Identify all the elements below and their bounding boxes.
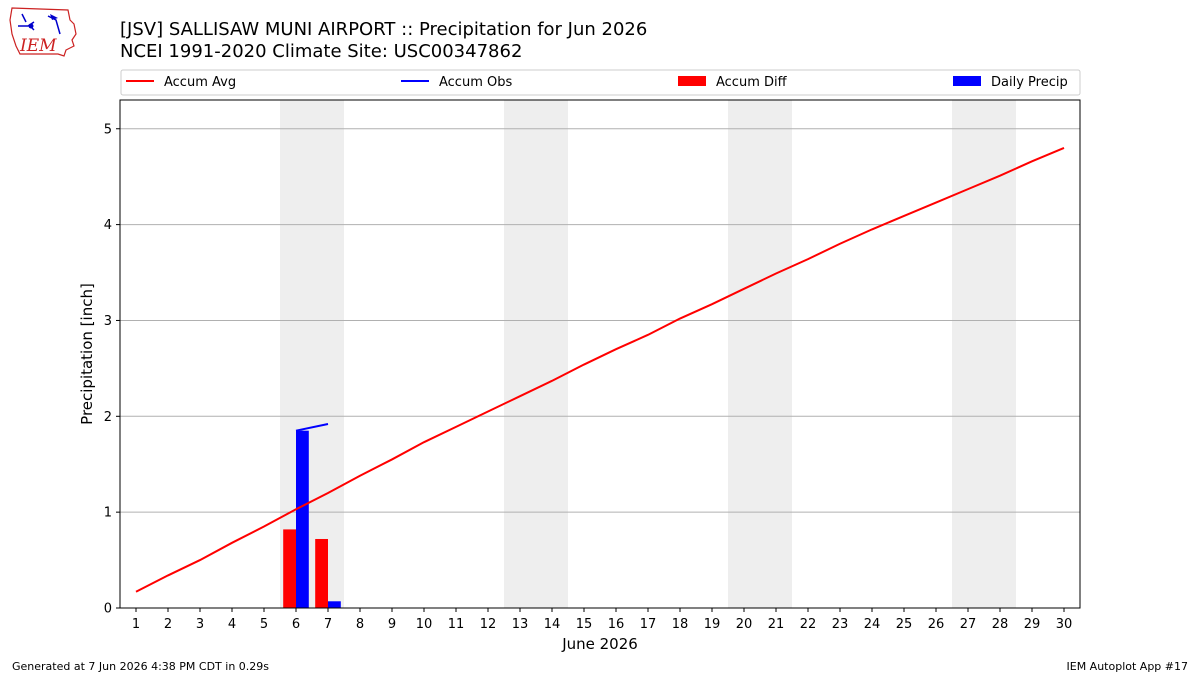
x-tick-label-25: 25 — [896, 617, 913, 632]
x-tick-label-23: 23 — [832, 617, 849, 632]
weekend-band-1 — [280, 100, 344, 608]
footer-generated: Generated at 7 Jun 2026 4:38 PM CDT in 0… — [12, 660, 269, 673]
x-tick-label-18: 18 — [672, 617, 689, 632]
bar-daily-precip-day-7 — [328, 601, 341, 608]
chart-title: [JSV] SALLISAW MUNI AIRPORT :: Precipita… — [120, 19, 647, 40]
weekend-shading — [280, 100, 1016, 608]
x-tick-label-28: 28 — [992, 617, 1009, 632]
x-tick-label-16: 16 — [608, 617, 625, 632]
x-tick-label-17: 17 — [640, 617, 657, 632]
legend-label-daily-precip: Daily Precip — [991, 75, 1068, 90]
y-tick-label-5: 5 — [104, 122, 112, 137]
x-tick-label-29: 29 — [1024, 617, 1041, 632]
x-tick-label-2: 2 — [164, 617, 172, 632]
x-tick-label-19: 19 — [704, 617, 721, 632]
x-tick-label-11: 11 — [448, 617, 465, 632]
x-tick-label-6: 6 — [292, 617, 300, 632]
chart-subtitle: NCEI 1991-2020 Climate Site: USC00347862 — [120, 41, 522, 62]
y-tick-label-3: 3 — [104, 314, 112, 329]
legend-swatch-daily-precip — [953, 76, 981, 86]
weekend-band-2 — [504, 100, 568, 608]
x-tick-label-24: 24 — [864, 617, 881, 632]
bar-daily-precip-day-6 — [296, 430, 309, 608]
x-tick-label-21: 21 — [768, 617, 785, 632]
x-tick-label-22: 22 — [800, 617, 817, 632]
x-tick-label-1: 1 — [132, 617, 140, 632]
x-tick-label-5: 5 — [260, 617, 268, 632]
legend-label-accum-diff: Accum Diff — [716, 75, 788, 90]
line-accum-obs — [295, 422, 329, 432]
bars — [283, 430, 341, 608]
logo-text: IEM — [19, 36, 57, 56]
x-tick-label-8: 8 — [356, 617, 364, 632]
footer-app: IEM Autoplot App #17 — [1067, 660, 1189, 673]
y-axis-label: Precipitation [inch] — [78, 283, 96, 425]
x-tick-label-30: 30 — [1056, 617, 1073, 632]
x-tick-label-26: 26 — [928, 617, 945, 632]
x-axis-ticks: 1 2 3 4 5 6 7 8 9 10 11 12 13 14 15 16 17 18 19 20 21 22 23 24 2… — [132, 608, 1072, 632]
legend: Accum Avg Accum Obs Accum Diff Daily Precip — [120, 69, 1081, 96]
x-tick-label-7: 7 — [324, 617, 332, 632]
weekend-band-3 — [728, 100, 792, 608]
x-tick-label-10: 10 — [416, 617, 433, 632]
legend-label-accum-avg: Accum Avg — [164, 75, 236, 90]
bar-accum-diff-day-6 — [283, 529, 296, 608]
x-tick-label-3: 3 — [196, 617, 204, 632]
y-tick-label-2: 2 — [104, 410, 112, 425]
y-axis-ticks: 0 1 2 3 4 5 — [104, 122, 120, 617]
weekend-band-4 — [952, 100, 1016, 608]
x-tick-label-15: 15 — [576, 617, 593, 632]
x-tick-label-13: 13 — [512, 617, 529, 632]
grid-lines — [120, 128, 1080, 609]
y-tick-label-1: 1 — [104, 506, 112, 521]
y-tick-label-0: 0 — [104, 602, 112, 617]
line-accum-avg — [135, 147, 1065, 593]
bar-accum-diff-day-7 — [315, 538, 328, 608]
x-tick-label-9: 9 — [388, 617, 396, 632]
y-tick-label-4: 4 — [104, 218, 112, 233]
legend-swatch-accum-diff — [678, 76, 706, 86]
x-tick-label-20: 20 — [736, 617, 753, 632]
x-tick-label-14: 14 — [544, 617, 561, 632]
lines — [135, 147, 1065, 593]
x-tick-label-12: 12 — [480, 617, 497, 632]
x-tick-label-27: 27 — [960, 617, 977, 632]
x-tick-label-4: 4 — [228, 617, 236, 632]
x-axis-label: June 2026 — [561, 635, 638, 653]
legend-label-accum-obs: Accum Obs — [439, 75, 512, 90]
plot-frame — [119, 99, 1081, 609]
iem-logo: IEM — [9, 7, 77, 57]
